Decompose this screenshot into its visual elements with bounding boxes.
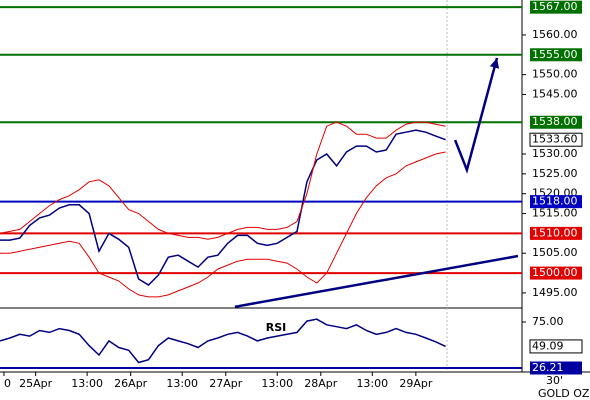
- x-tick-label: 0: [4, 377, 11, 390]
- last-price-box: [529, 339, 583, 354]
- y-tick-label: 1545.00: [532, 87, 578, 100]
- y-tick-label: 1495.00: [532, 286, 578, 299]
- level-label: 1500.00: [532, 266, 578, 279]
- x-tick-label: 27Apr: [209, 377, 243, 390]
- last-price-box: [529, 132, 583, 147]
- y-tick-label: 1505.00: [532, 246, 578, 259]
- x-tick-label: 13:00: [166, 377, 198, 390]
- level-box: [530, 195, 582, 209]
- series-line: [0, 318, 446, 364]
- x-tick-label: 13:00: [261, 377, 293, 390]
- level-box: [530, 361, 582, 375]
- x-tick-label: 13:00: [356, 377, 388, 390]
- symbol: GOLD OZ U: [538, 387, 590, 400]
- level-label: 26.21: [532, 361, 564, 374]
- level-box: [530, 48, 582, 62]
- level-box: [530, 226, 582, 240]
- projection: [453, 57, 499, 174]
- level-box: [530, 115, 582, 129]
- last-price-label: 49.09: [532, 339, 564, 352]
- level-label: 1510.00: [532, 226, 578, 239]
- trendline: [234, 254, 519, 309]
- level-box: [530, 0, 582, 14]
- x-tick-label: 28Apr: [304, 377, 338, 390]
- x-tick-label: 13:00: [71, 377, 103, 390]
- y-tick-label: 1560.00: [532, 28, 578, 41]
- level-label: 1567.00: [532, 0, 578, 13]
- y-tick-label: 75.00: [532, 315, 564, 328]
- y-tick-label: 1530.00: [532, 147, 578, 160]
- last-price-label: 1533.60: [532, 133, 578, 146]
- timeframe: 30': [546, 374, 563, 387]
- series-line: [0, 121, 446, 240]
- level-label: 1538.00: [532, 115, 578, 128]
- level-label: 1518.00: [532, 195, 578, 208]
- projection-arrowhead: [489, 57, 500, 69]
- x-tick-label: 25Apr: [19, 377, 53, 390]
- series-line: [0, 129, 446, 286]
- x-tick-label: 26Apr: [114, 377, 148, 390]
- y-tick-label: 1515.00: [532, 207, 578, 220]
- x-tick-label: 29Apr: [399, 377, 433, 390]
- rsi-title: RSI: [266, 321, 287, 334]
- y-tick-label: 1550.00: [532, 68, 578, 81]
- level-label: 1555.00: [532, 48, 578, 61]
- y-tick-label: 1525.00: [532, 167, 578, 180]
- series-line: [0, 151, 446, 298]
- level-box: [530, 266, 582, 280]
